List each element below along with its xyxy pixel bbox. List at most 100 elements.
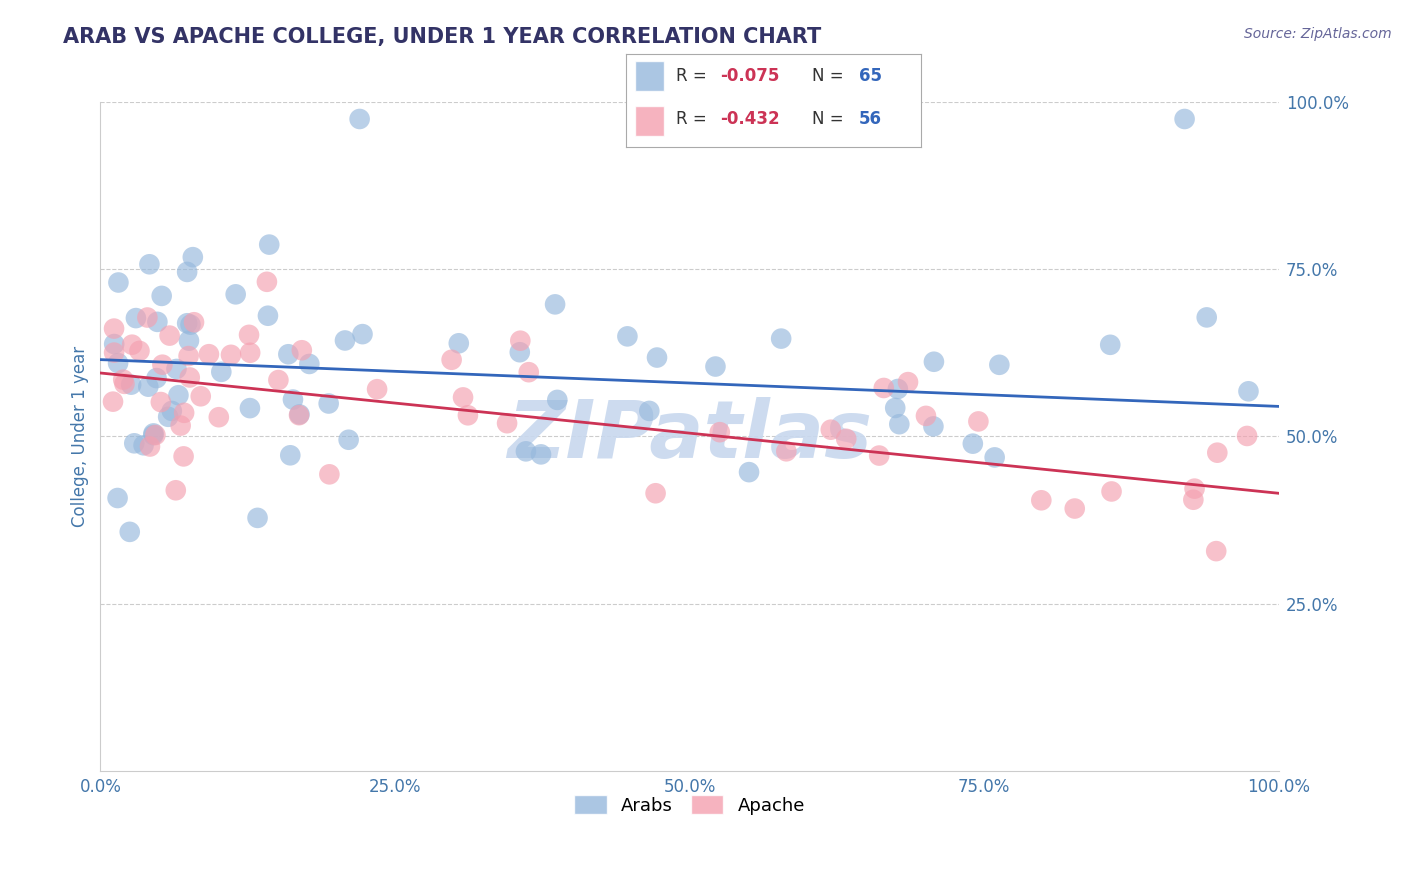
Point	[288, 408, 311, 422]
Point	[318, 467, 340, 482]
Point	[118, 524, 141, 539]
Point	[1184, 482, 1206, 496]
Point	[165, 483, 187, 498]
Point	[333, 334, 356, 348]
Point	[166, 362, 188, 376]
Point	[120, 377, 142, 392]
Point	[257, 309, 280, 323]
Point	[1195, 310, 1218, 325]
Point	[239, 401, 262, 416]
FancyBboxPatch shape	[634, 61, 664, 91]
Point	[897, 375, 920, 389]
Point	[176, 265, 198, 279]
Point	[820, 423, 842, 437]
Point	[349, 112, 371, 126]
Point	[451, 391, 474, 405]
Point	[125, 311, 148, 326]
Point	[208, 410, 231, 425]
Text: R =: R =	[676, 67, 711, 85]
Point	[457, 409, 479, 423]
Text: R =: R =	[676, 110, 711, 128]
Point	[884, 401, 907, 415]
Text: N =: N =	[811, 67, 849, 85]
Text: 65: 65	[859, 67, 882, 85]
Point	[983, 450, 1005, 465]
Point	[1031, 493, 1053, 508]
Point	[709, 425, 731, 440]
Point	[173, 450, 195, 464]
Text: -0.075: -0.075	[720, 67, 779, 85]
Point	[136, 379, 159, 393]
Point	[114, 376, 136, 391]
Text: ZIPatlas: ZIPatlas	[508, 398, 872, 475]
Point	[1182, 492, 1205, 507]
Point	[704, 359, 727, 374]
Point	[530, 447, 553, 461]
Point	[167, 388, 190, 402]
Point	[1063, 501, 1085, 516]
Point	[142, 426, 165, 441]
Point	[198, 347, 221, 361]
Point	[887, 382, 910, 396]
Point	[101, 394, 124, 409]
Point	[179, 370, 201, 384]
Point	[645, 351, 668, 365]
Point	[915, 409, 938, 423]
Y-axis label: College, Under 1 year: College, Under 1 year	[72, 346, 89, 527]
Point	[318, 396, 340, 410]
Point	[124, 436, 146, 450]
Text: ARAB VS APACHE COLLEGE, UNDER 1 YEAR CORRELATION CHART: ARAB VS APACHE COLLEGE, UNDER 1 YEAR COR…	[63, 27, 821, 46]
Point	[922, 419, 945, 434]
Point	[1099, 338, 1122, 352]
Legend: Arabs, Apache: Arabs, Apache	[567, 788, 813, 822]
Point	[366, 382, 388, 396]
Point	[159, 328, 181, 343]
Point	[517, 365, 540, 379]
Point	[150, 289, 173, 303]
Point	[107, 491, 129, 505]
Point	[868, 449, 890, 463]
Point	[103, 321, 125, 335]
Point	[103, 345, 125, 359]
Point	[256, 275, 278, 289]
Point	[238, 327, 260, 342]
Point	[775, 444, 797, 458]
Point	[145, 371, 167, 385]
Point	[298, 357, 321, 371]
Point	[219, 348, 242, 362]
Point	[107, 276, 129, 290]
Point	[873, 381, 896, 395]
Point	[176, 316, 198, 330]
Point	[288, 408, 311, 422]
Text: -0.432: -0.432	[720, 110, 780, 128]
Point	[544, 297, 567, 311]
Point	[169, 418, 191, 433]
Point	[1101, 484, 1123, 499]
Point	[1237, 384, 1260, 399]
Point	[738, 465, 761, 479]
Text: 56: 56	[859, 110, 882, 128]
FancyBboxPatch shape	[634, 106, 664, 136]
Point	[132, 438, 155, 452]
Point	[1236, 429, 1258, 443]
Point	[181, 250, 204, 264]
Point	[121, 337, 143, 351]
Point	[180, 318, 202, 332]
Point	[770, 332, 793, 346]
Point	[337, 433, 360, 447]
Point	[239, 345, 262, 359]
Point	[160, 404, 183, 418]
Point	[177, 349, 200, 363]
Point	[107, 356, 129, 370]
Point	[1174, 112, 1197, 126]
Point	[644, 486, 666, 500]
Point	[638, 404, 661, 418]
Point	[103, 337, 125, 351]
Point	[128, 343, 150, 358]
Point	[1205, 544, 1227, 558]
Point	[177, 334, 200, 348]
Text: Source: ZipAtlas.com: Source: ZipAtlas.com	[1244, 27, 1392, 41]
Point	[209, 365, 232, 379]
Point	[988, 358, 1011, 372]
Point	[962, 436, 984, 450]
